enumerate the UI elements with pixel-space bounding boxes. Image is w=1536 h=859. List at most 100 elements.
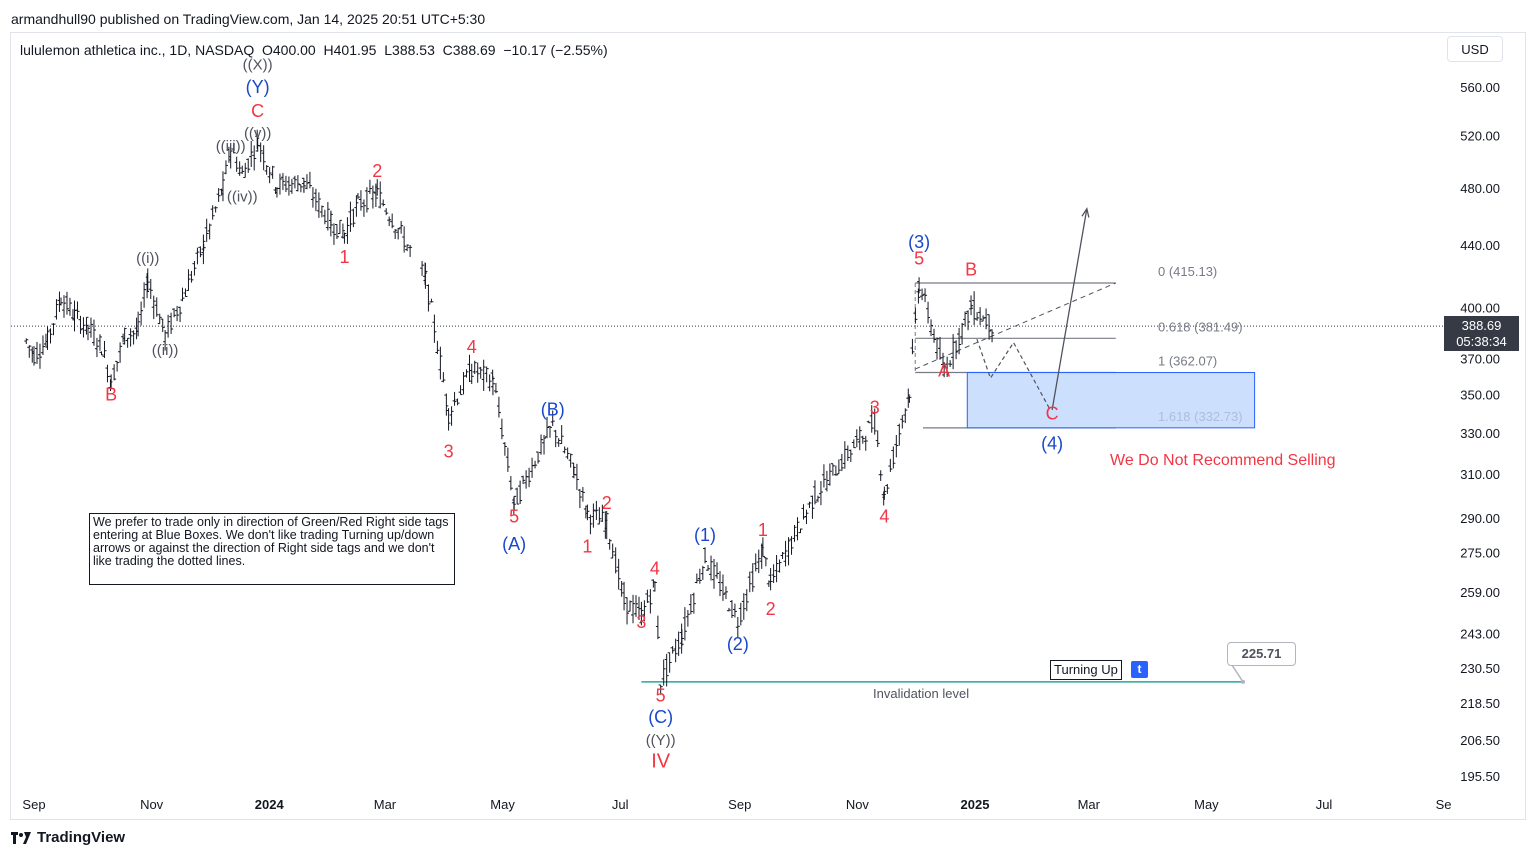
price-bar [975,312,980,321]
price-bar [717,571,722,597]
price-bar [571,466,576,479]
price-bar [842,441,847,469]
price-bar [960,322,965,345]
price-bar [568,453,573,468]
price-bar [32,346,36,366]
turning-up-badge[interactable]: t [1131,661,1148,678]
price-bar [556,438,561,447]
open-label: O [262,42,273,58]
price-bar [231,142,236,154]
price-bar [475,362,480,383]
price-bar [99,351,104,356]
tradingview-brand[interactable]: TradingView [11,829,125,846]
x-axis-tick-label: 2024 [255,797,285,812]
wave-label: C [251,101,264,121]
price-bar [585,504,590,521]
price-bar [367,179,372,194]
symbol-name[interactable]: lululemon athletica inc., 1D, NASDAQ [20,42,255,58]
price-bar [493,382,498,394]
price-bar [420,261,425,276]
price-bar [122,327,127,345]
bar-countdown: 05:38:34 [1456,334,1507,349]
symbol-legend: lululemon athletica inc., 1D, NASDAQ O40… [20,42,608,58]
price-bar [631,594,636,624]
price-bar [600,504,605,522]
price-bar [313,188,318,212]
price-bar [345,217,350,244]
wave-label: (1) [694,525,716,545]
price-bar [812,480,817,505]
y-axis-tick-label: 230.50 [1460,661,1500,676]
y-axis-tick-label: 480.00 [1460,181,1500,196]
x-axis-tick-label: Sep [22,797,45,812]
y-axis-tick-label: 440.00 [1460,238,1500,253]
price-bar [932,328,937,343]
invalidation-label: Invalidation level [873,686,970,701]
price-bar [957,327,962,355]
price-bar [175,305,180,322]
price-bar [691,592,696,614]
price-bar [105,364,110,383]
price-bar [85,324,90,341]
wave-label: 1 [582,537,592,557]
price-bar [37,343,42,369]
price-bar [408,245,413,257]
price-bar [381,199,386,207]
trading-note[interactable]: We prefer to trade only in direction of … [89,513,455,585]
x-axis-tick-label: May [1194,797,1219,812]
price-bar [978,307,983,326]
price-bar [361,199,366,217]
price-bar [894,434,899,458]
price-bar [189,270,194,283]
price-bar [948,360,953,367]
price-bar [40,335,45,355]
x-axis-tick-label: Mar [374,797,397,812]
price-bar [307,171,312,189]
currency-button[interactable]: USD [1447,36,1503,62]
turning-up-label[interactable]: Turning Up [1050,660,1122,680]
price-bar [469,363,474,385]
price-bar [378,181,383,209]
y-axis-tick-label: 560.00 [1460,80,1500,95]
price-bar [685,609,690,627]
price-bar [548,425,553,438]
selling-notice[interactable]: We Do Not Recommend Selling [1110,452,1336,469]
price-bar [267,167,272,184]
price-bar [712,558,717,589]
price-bar [151,295,156,320]
price-bar [390,213,395,229]
y-axis-tick-label: 330.00 [1460,426,1500,441]
price-bar [720,574,725,601]
price-bar [180,287,185,302]
price-bar [487,374,492,392]
x-axis-tick-label: Nov [846,797,870,812]
price-bar [27,345,32,358]
price-bar [726,607,731,612]
price-bar [628,600,633,612]
price-bar [527,467,532,488]
price-bar [334,224,339,239]
y-axis-tick-label: 275.00 [1460,546,1500,561]
price-bar [438,346,443,380]
y-axis-tick-label: 195.50 [1460,769,1500,784]
price-bar [942,365,947,378]
wave-label: ((X)) [243,57,273,74]
price-bar [744,589,749,612]
price-bar [328,210,333,227]
price-bar [216,188,221,202]
price-bar [261,145,266,171]
y-axis-tick-label: 520.00 [1460,129,1500,144]
price-bar [539,434,544,455]
invalidation-price-callout[interactable]: 225.71 [1227,642,1296,666]
price-bar [824,470,829,492]
price-bar [405,244,410,252]
y-axis-tick-label: 370.00 [1460,351,1500,366]
price-bar [512,495,517,510]
wave-label: 4 [879,506,889,526]
price-bar [384,208,389,216]
price-bar [58,297,63,306]
chart-pane[interactable] [10,32,1526,820]
price-bar [545,416,550,439]
wave-label: B [965,259,977,279]
